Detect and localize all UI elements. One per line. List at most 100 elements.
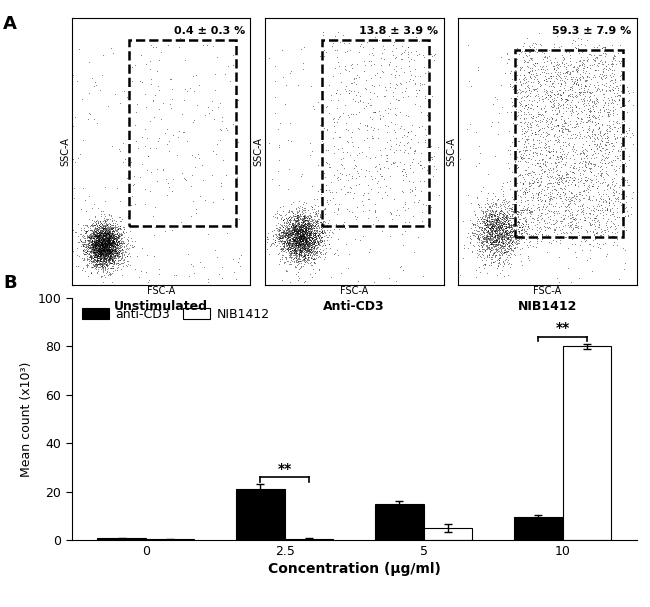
Point [596,55,606,65]
Point [99,235,109,245]
Point [179,55,190,65]
Point [480,236,491,245]
Point [577,206,587,216]
Point [503,237,514,246]
Point [325,177,335,187]
Point [98,245,109,255]
Point [491,228,501,237]
Point [567,89,577,99]
Point [606,157,616,166]
Point [539,190,549,200]
Point [570,214,580,223]
Point [304,150,315,160]
Point [91,226,101,236]
Point [288,209,298,219]
Point [92,255,102,265]
Point [488,216,498,226]
Point [490,235,501,245]
Point [549,89,559,99]
Point [289,221,300,231]
Point [564,228,575,237]
Point [517,207,528,217]
Point [561,97,571,106]
Point [364,194,374,204]
Point [284,164,294,174]
Point [101,214,112,224]
Point [314,232,324,242]
Point [92,246,102,256]
Point [566,75,576,84]
Point [304,218,315,228]
Point [586,220,596,229]
Point [501,228,512,237]
Point [593,196,604,206]
Point [602,249,612,259]
Point [99,232,110,242]
Point [571,118,582,127]
Point [500,212,511,222]
Point [90,246,101,256]
Point [493,214,503,224]
Point [90,229,101,239]
Point [342,187,352,197]
Point [576,173,586,183]
Point [289,236,299,245]
Point [414,85,424,95]
Point [104,234,114,243]
Point [483,219,493,229]
Point [297,240,307,249]
Point [299,226,309,236]
Point [581,56,592,66]
Point [472,193,482,203]
Point [533,76,543,86]
Point [291,237,301,247]
Point [569,192,580,202]
Point [591,113,601,123]
Point [291,232,302,242]
Point [540,181,551,191]
Point [578,147,588,157]
Point [104,227,114,237]
Point [94,231,104,241]
Point [294,215,304,225]
Point [96,243,106,253]
Point [498,212,508,222]
Point [579,81,590,91]
Point [510,212,520,222]
Point [86,252,96,262]
Point [287,256,297,266]
Point [83,232,93,242]
Point [203,229,213,239]
Point [321,232,332,242]
Point [264,53,274,63]
Point [105,234,115,244]
Point [618,243,629,253]
Point [500,223,511,232]
Point [105,253,115,263]
Point [109,237,119,247]
Point [499,245,509,255]
Point [298,216,308,226]
Point [497,239,507,248]
Point [278,244,289,254]
Point [86,228,96,238]
Point [525,206,536,216]
Point [324,225,335,234]
Point [291,232,301,242]
Point [385,135,396,145]
Point [575,34,586,44]
Point [601,209,611,219]
Point [319,238,330,248]
Point [583,194,593,204]
Point [110,251,120,261]
Point [475,228,486,237]
Point [533,158,543,168]
Point [547,79,557,89]
Point [95,233,105,243]
Point [74,237,85,247]
Point [560,117,570,127]
Point [97,237,107,246]
Point [107,268,117,278]
Point [95,226,105,236]
Point [101,236,111,246]
